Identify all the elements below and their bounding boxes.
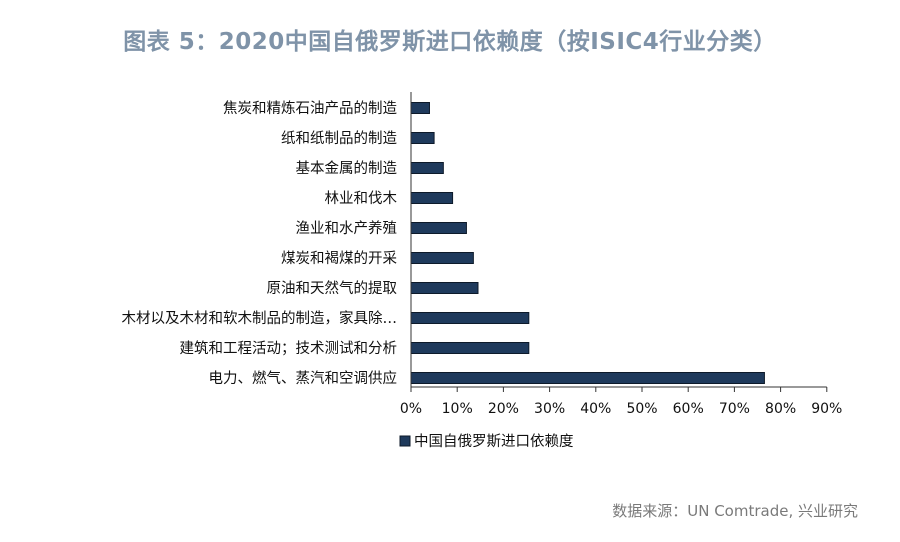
category-label: 电力、燃气、蒸汽和空调供应 [209, 369, 398, 387]
bar [410, 342, 530, 354]
legend-label: 中国自俄罗斯进口依赖度 [414, 433, 574, 450]
x-tick-label: 0% [400, 401, 422, 417]
bar [410, 102, 430, 114]
category-label: 林业和伐木 [325, 190, 398, 207]
bar [410, 222, 467, 234]
x-tick-label: 30% [534, 401, 565, 417]
bar [410, 192, 454, 204]
bars-group [410, 102, 765, 384]
x-tick-label: 50% [626, 401, 657, 417]
category-label: 渔业和水产养殖 [296, 220, 398, 237]
bar [410, 162, 444, 174]
chart-title: 图表 5：2020中国自俄罗斯进口依赖度（按ISIC4行业分类） [123, 29, 777, 55]
x-tick-label: 90% [811, 401, 842, 417]
category-label: 煤炭和褐煤的开采 [281, 250, 397, 267]
category-label: 建筑和工程活动；技术测试和分析 [180, 340, 398, 357]
x-tick-label: 70% [719, 401, 750, 417]
legend-swatch [399, 435, 411, 447]
legend: 中国自俄罗斯进口依赖度 [399, 433, 574, 450]
x-axis: 0% 10% 20% 30% 40% 50% 60% 70% 80% 90% [400, 92, 842, 417]
category-label: 基本金属的制造 [296, 160, 398, 177]
x-tick-label: 20% [488, 401, 519, 417]
x-tick-label: 60% [673, 401, 704, 417]
x-tick-label: 10% [442, 401, 473, 417]
category-labels: 焦炭和精炼石油产品的制造纸和纸制品的制造基本金属的制造林业和伐木渔业和水产养殖煤… [122, 100, 398, 387]
source-note: 数据来源：UN Comtrade, 兴业研究 [612, 502, 858, 520]
bar [410, 282, 479, 294]
category-label: 焦炭和精炼石油产品的制造 [223, 100, 397, 117]
bar [410, 132, 435, 144]
x-tick-label: 40% [580, 401, 611, 417]
x-tick-label: 80% [765, 401, 796, 417]
bar [410, 312, 530, 324]
category-label: 原油和天然气的提取 [267, 280, 398, 297]
bar [410, 252, 474, 264]
category-label: 木材以及木材和软木制品的制造，家具除… [122, 310, 398, 327]
category-label: 纸和纸制品的制造 [281, 130, 397, 147]
bar [410, 372, 765, 384]
